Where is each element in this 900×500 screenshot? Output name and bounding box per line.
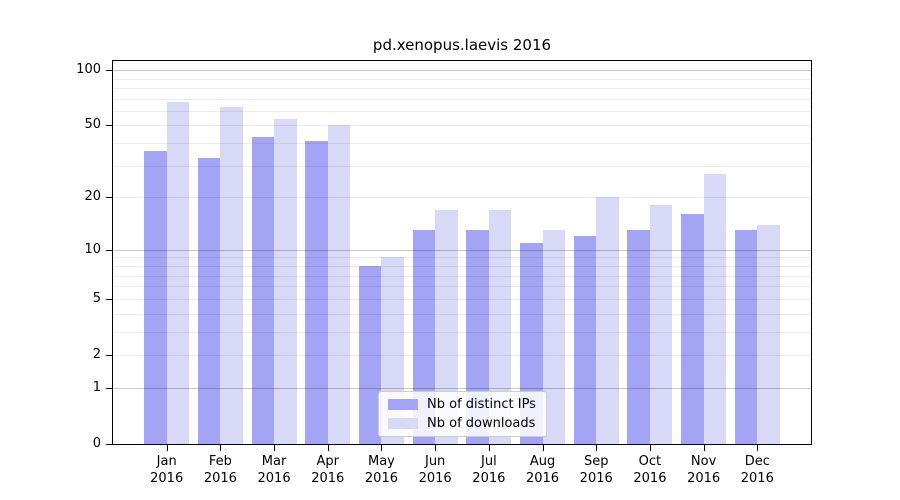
gridline-minor: [113, 354, 811, 356]
bar-nb-of-distinct-ips-oct: [627, 230, 650, 444]
gridline-minor: [113, 143, 811, 145]
gridline-minor: [113, 331, 811, 333]
bar-nb-of-downloads-aug: [542, 230, 565, 444]
gridline-minor: [113, 110, 811, 112]
x-tick-label: Mar 2016: [257, 454, 291, 486]
y-tick-mark: [106, 249, 113, 251]
x-tick-label: Nov 2016: [687, 454, 721, 486]
bar-nb-of-distinct-ips-jun: [412, 230, 436, 444]
y-tick-label: 5: [92, 290, 101, 306]
y-tick-mark: [106, 197, 113, 199]
bar-nb-of-distinct-ips-dec: [734, 230, 758, 444]
gridline-minor: [113, 78, 811, 80]
x-tick-label: May 2016: [364, 454, 398, 486]
y-tick-mark: [106, 444, 113, 445]
x-tick-label: Apr 2016: [311, 454, 345, 486]
gridline-minor: [113, 286, 811, 288]
bar-nb-of-distinct-ips-jul: [466, 230, 489, 444]
legend-label-downloads: Nb of downloads: [427, 416, 536, 431]
x-tick-mark: [274, 445, 276, 451]
x-tick-mark: [703, 445, 705, 451]
chart-title: pd.xenopus.laevis 2016: [372, 36, 552, 54]
x-tick-label: Jul 2016: [472, 454, 506, 486]
bar-nb-of-downloads-jul: [488, 209, 512, 444]
gridline-major: [113, 249, 811, 251]
y-tick-label: 10: [84, 241, 101, 257]
gridline-minor: [113, 98, 811, 100]
legend-swatch-downloads-icon: [388, 418, 418, 429]
gridline-minor: [113, 265, 811, 267]
y-tick-label: 2: [92, 346, 101, 362]
gridline-minor: [113, 313, 811, 315]
x-tick-mark: [381, 445, 383, 451]
x-tick-label: Sep 2016: [579, 454, 613, 486]
y-tick-mark: [106, 298, 113, 300]
x-tick-label: Jan 2016: [150, 454, 184, 486]
gridline-major: [113, 387, 811, 389]
bar-nb-of-distinct-ips-mar: [251, 137, 275, 444]
bar-nb-of-distinct-ips-feb: [197, 158, 221, 444]
legend-row-distinct-ips: Nb of distinct IPs: [388, 397, 536, 412]
x-tick-mark: [488, 445, 490, 451]
gridline-minor: [113, 257, 811, 259]
x-tick-label: Dec 2016: [740, 454, 774, 486]
y-tick-mark: [106, 125, 113, 127]
y-tick-mark: [106, 387, 113, 389]
x-tick-label: Feb 2016: [203, 454, 237, 486]
x-tick-mark: [596, 445, 598, 451]
bar-nb-of-downloads-nov: [703, 174, 727, 444]
gridline-minor: [113, 275, 811, 277]
legend-row-downloads: Nb of downloads: [388, 416, 536, 431]
gridline-minor: [113, 125, 811, 127]
x-tick-label: Aug 2016: [525, 454, 560, 486]
y-tick-mark: [106, 70, 113, 72]
x-tick-label: Jun 2016: [418, 454, 452, 486]
bar-nb-of-downloads-jun: [435, 209, 458, 444]
gridline-minor: [113, 197, 811, 199]
bar-nb-of-downloads-oct: [649, 205, 673, 444]
y-tick-label: 0: [92, 436, 101, 451]
gridline-minor: [113, 298, 811, 300]
gridline-minor: [113, 87, 811, 89]
x-tick-mark: [435, 445, 437, 451]
y-tick-label: 20: [84, 189, 101, 205]
bar-nb-of-downloads-sep: [596, 197, 619, 444]
grid-layer: [113, 61, 811, 444]
legend-swatch-distinct-ips-icon: [388, 399, 418, 410]
y-tick-mark: [106, 354, 113, 356]
bar-nb-of-distinct-ips-jan: [144, 151, 167, 444]
bar-nb-of-downloads-mar: [274, 119, 297, 444]
bar-nb-of-distinct-ips-nov: [681, 214, 704, 444]
gridline-major: [113, 70, 811, 72]
x-tick-mark: [757, 445, 759, 451]
bar-nb-of-distinct-ips-sep: [573, 236, 597, 444]
y-tick-label: 50: [84, 117, 101, 133]
legend-label-distinct-ips: Nb of distinct IPs: [427, 397, 536, 412]
y-tick-label: 1: [92, 379, 101, 395]
x-tick-mark: [327, 445, 329, 451]
x-tick-mark: [649, 445, 651, 451]
x-tick-label: Oct 2016: [633, 454, 667, 486]
x-tick-mark: [166, 445, 168, 451]
legend: Nb of distinct IPs Nb of downloads: [378, 391, 547, 437]
gridline-minor: [113, 165, 811, 167]
bar-nb-of-downloads-jan: [166, 102, 190, 444]
x-tick-mark: [220, 445, 222, 451]
y-tick-label: 100: [76, 62, 101, 78]
plot-area: Nb of distinct IPs Nb of downloads: [112, 60, 812, 445]
bar-nb-of-downloads-dec: [757, 224, 780, 444]
bar-nb-of-downloads-apr: [327, 125, 351, 444]
bar-nb-of-distinct-ips-apr: [305, 141, 328, 444]
x-tick-mark: [542, 445, 544, 451]
